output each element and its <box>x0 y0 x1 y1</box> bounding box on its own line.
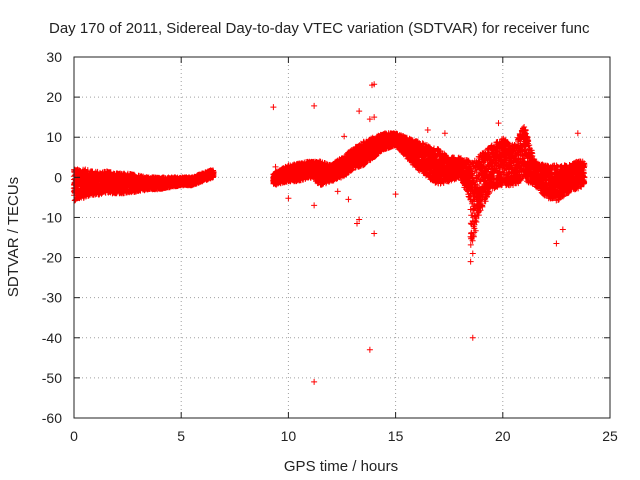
outlier-point <box>424 127 431 134</box>
data-points <box>70 81 588 385</box>
outlier-point <box>345 196 352 203</box>
plot-frame <box>73 56 611 419</box>
y-tick-label: -30 <box>42 290 62 306</box>
outlier-point <box>356 108 363 115</box>
x-tick-label: 15 <box>388 428 404 444</box>
x-tick-label: 10 <box>281 428 297 444</box>
outlier-point <box>467 258 474 265</box>
y-tick-label: -40 <box>42 330 62 346</box>
x-tick-label: 5 <box>177 428 185 444</box>
x-ticks: 0 5 10 15 20 25 <box>70 57 618 444</box>
outlier-point <box>559 226 566 233</box>
outlier-point <box>311 378 318 385</box>
outlier-point <box>366 116 373 123</box>
chart-title: Day 170 of 2011, Sidereal Day-to-day VTE… <box>49 20 590 37</box>
x-tick-label: 25 <box>602 428 618 444</box>
band-points <box>70 166 217 204</box>
outlier-point <box>371 230 378 237</box>
outlier-point <box>334 188 341 195</box>
outlier-point <box>371 81 378 88</box>
y-tick-label: -20 <box>42 250 62 266</box>
outlier-point <box>371 114 378 121</box>
outlier-point <box>311 202 318 209</box>
outlier-point <box>553 240 560 247</box>
outlier-point <box>354 220 361 227</box>
outlier-point <box>270 104 277 111</box>
outlier-point <box>392 191 399 198</box>
y-tick-label: -50 <box>42 370 62 386</box>
y-ticks: -60 -50 -40 -30 -20 -10 0 10 20 30 <box>42 49 610 426</box>
outlier-point <box>441 130 448 137</box>
y-tick-label: -10 <box>42 209 62 225</box>
outlier-point <box>469 334 476 341</box>
band-segment <box>70 166 217 204</box>
outlier-point <box>341 133 348 140</box>
y-tick-label: -60 <box>42 410 62 426</box>
x-tick-label: 0 <box>70 428 78 444</box>
y-tick-label: 0 <box>54 169 62 185</box>
outlier-point <box>366 346 373 353</box>
outlier-point <box>495 120 502 127</box>
y-tick-label: 10 <box>46 129 62 145</box>
band-points <box>270 130 474 203</box>
outlier-point <box>285 195 292 202</box>
band-segment <box>270 130 474 203</box>
outlier-point <box>469 250 476 257</box>
x-tick-label: 20 <box>495 428 511 444</box>
x-axis-label: GPS time / hours <box>284 458 398 475</box>
outlier-point <box>311 102 318 109</box>
outlier-point <box>356 216 363 223</box>
y-tick-label: 30 <box>46 49 62 65</box>
outlier-point <box>272 163 279 170</box>
band-points <box>467 124 588 248</box>
band-segment <box>467 124 588 248</box>
gridlines <box>74 57 610 418</box>
y-axis-label: SDTVAR / TECUs <box>5 177 22 297</box>
y-tick-label: 20 <box>46 89 62 105</box>
outlier-point <box>574 130 581 137</box>
